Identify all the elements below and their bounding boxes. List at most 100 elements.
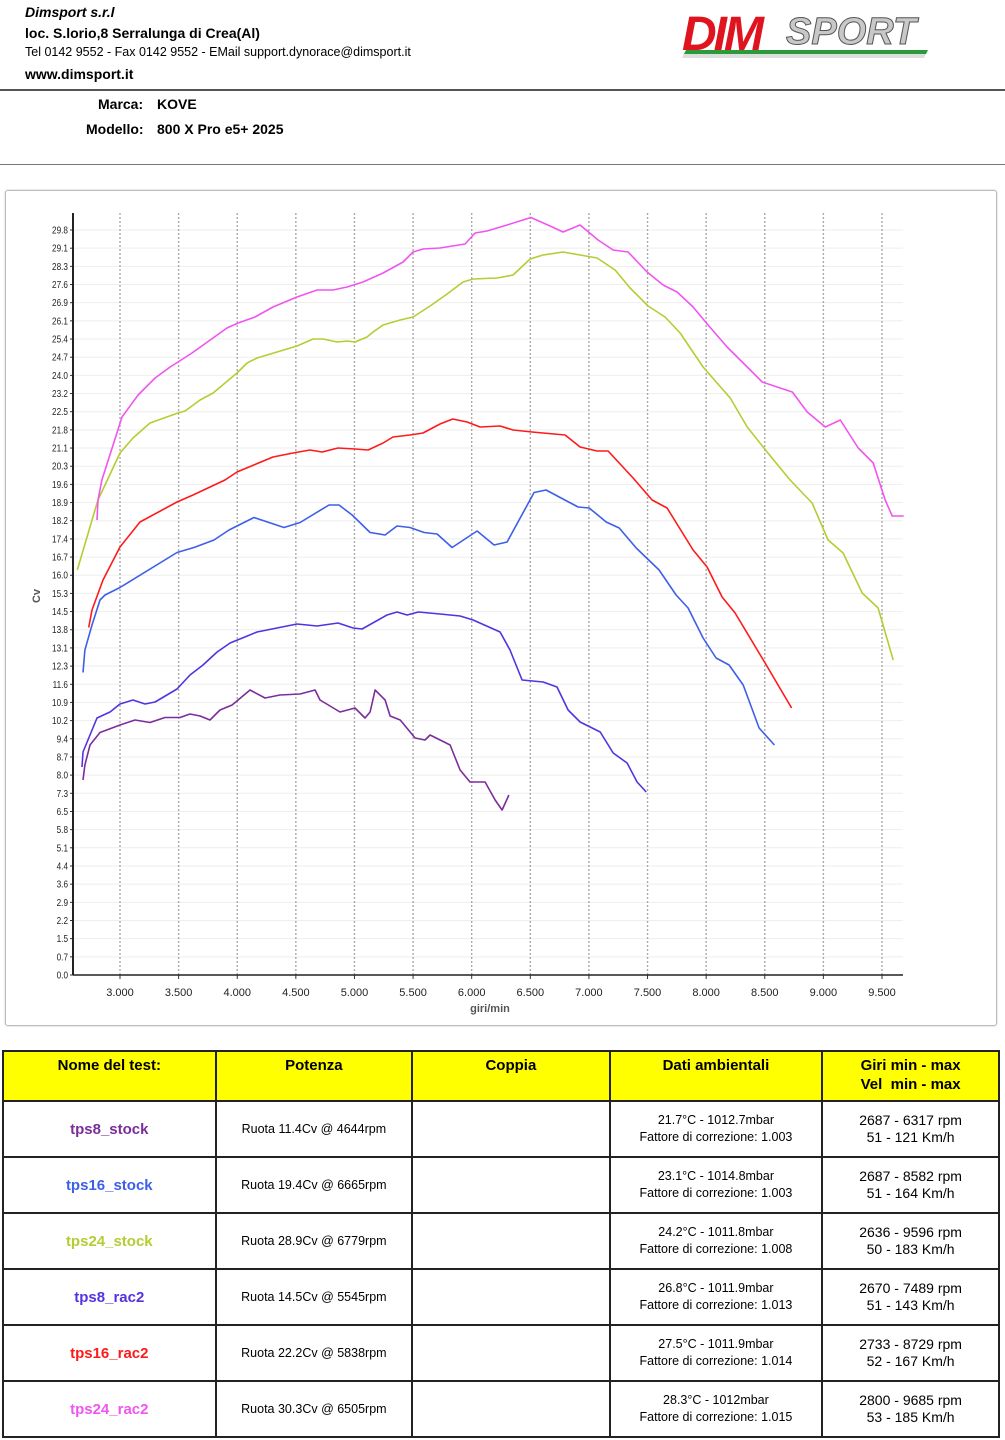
header-power: Potenza	[214, 1050, 414, 1102]
ambient-data: 26.8°C - 1011.9mbar Fattore di correzione…	[608, 1268, 824, 1326]
chart-frame	[5, 190, 997, 1026]
rpm-range: 2687 - 6317 rpm	[859, 1112, 962, 1128]
ambient-data: 23.1°C - 1014.8mbar Fattore di correzione…	[608, 1156, 824, 1214]
x-tick-label: 5.000	[341, 987, 369, 999]
ambient-data: 24.2°C - 1011.8mbar Fattore di correzione…	[608, 1212, 824, 1270]
dimsport-logo: DIM SPORT	[682, 8, 928, 61]
power-value: Ruota 28.9Cv @ 6779rpm	[214, 1212, 414, 1270]
ambient-data: 28.3°C - 1012mbar Fattore di correzione: …	[608, 1380, 824, 1438]
series-line-tps8-stock	[82, 689, 510, 811]
speed-range: 53 - 185 Km/h	[866, 1409, 955, 1425]
rpm-range: 2636 - 9596 rpm	[859, 1224, 962, 1240]
y-tick-label: 2.9	[57, 897, 68, 908]
company-website: www.dimsport.it	[25, 66, 134, 82]
rpm-speed-range: 2687 - 8582 rpm 51 - 164 Km/h	[821, 1156, 1000, 1214]
ambient-conditions: 23.1°C - 1014.8mbar	[657, 1169, 775, 1183]
torque-value	[411, 1212, 611, 1270]
rpm-range: 2800 - 9685 rpm	[859, 1392, 962, 1408]
rpm-range: 2733 - 8729 rpm	[859, 1336, 962, 1352]
power-chart: 0.0 0.7 1.5 2.2 2.9 3.6 4.4 5.1 5.8 6.5 7.3 8.0 8.7 9…	[52, 213, 904, 999]
y-tick-label: 20.3	[52, 461, 68, 472]
speed-range: 51 - 143 Km/h	[866, 1297, 955, 1313]
y-tick-label: 15.3	[52, 588, 68, 599]
rpm-speed-range: 2733 - 8729 rpm 52 - 167 Km/h	[821, 1324, 1000, 1382]
company-name: Dimsport s.r.l	[25, 4, 115, 20]
x-tick-label: 9.000	[810, 987, 838, 999]
ambient-conditions: 24.2°C - 1011.8mbar	[658, 1225, 774, 1239]
y-tick-label: 21.1	[52, 443, 68, 454]
y-tick-label: 19.6	[52, 479, 68, 490]
table-row: tps8_rac2 Ruota 14.5Cv @ 5545rpm 26.8°C - …	[2, 1268, 1000, 1326]
company-address: loc. S.lorio,8 Serralunga di Crea(Al)	[25, 25, 260, 41]
correction-factor: Fattore di correzione: 1.008	[639, 1242, 793, 1256]
y-tick-label: 18.9	[52, 497, 68, 508]
rpm-speed-range: 2800 - 9685 rpm 53 - 185 Km/h	[821, 1380, 1000, 1438]
table-row: tps24_rac2 Ruota 30.3Cv @ 6505rpm 28.3°C -…	[2, 1380, 1000, 1438]
series-line-tps16-rac2	[87, 418, 793, 709]
rpm-range: 2670 - 7489 rpm	[859, 1280, 962, 1296]
x-tick-label: 8.000	[692, 987, 720, 999]
y-tick-label: 29.1	[52, 243, 68, 254]
correction-factor: Fattore di correzione: 1.003	[639, 1130, 793, 1144]
y-tick-label: 10.9	[52, 697, 68, 708]
power-value: Ruota 14.5Cv @ 5545rpm	[214, 1268, 414, 1326]
ambient-conditions: 26.8°C - 1011.9mbar	[658, 1281, 774, 1295]
y-axis-label: Cv	[31, 588, 44, 604]
x-tick-label: 4.000	[223, 987, 251, 999]
series-line-tps16-stock	[82, 489, 775, 746]
ambient-conditions: 27.5°C - 1011.9mbar	[658, 1337, 774, 1351]
y-tick-label: 29.8	[52, 225, 68, 236]
test-name: tps16_rac2	[2, 1324, 217, 1382]
power-value: Ruota 30.3Cv @ 6505rpm	[214, 1380, 414, 1438]
test-name: tps8_stock	[2, 1100, 217, 1158]
header-divider	[0, 89, 1005, 91]
y-tick-label: 9.4	[57, 734, 68, 745]
x-tick-label: 5.500	[399, 987, 427, 999]
header-ambient: Dati ambientali	[608, 1050, 824, 1102]
y-tick-label: 5.1	[57, 843, 68, 854]
x-tick-label: 9.500	[868, 987, 896, 999]
x-tick-label: 7.500	[634, 987, 662, 999]
speed-range: 50 - 183 Km/h	[866, 1241, 955, 1257]
y-tick-label: 1.5	[57, 933, 68, 944]
y-tick-label: 4.4	[57, 861, 68, 872]
y-tick-label: 8.7	[57, 752, 68, 763]
speed-range: 52 - 167 Km/h	[866, 1353, 955, 1369]
y-tick-label: 0.0	[57, 970, 68, 981]
model-label: Modello:	[86, 121, 144, 137]
model-value: 800 X Pro e5+ 2025	[157, 121, 284, 137]
y-tick-label: 26.9	[52, 297, 68, 308]
y-tick-label: 14.5	[52, 606, 68, 617]
y-tick-label: 18.2	[52, 515, 68, 526]
y-tick-label: 26.1	[52, 316, 68, 327]
test-name: tps24_stock	[2, 1212, 217, 1270]
y-tick-label: 28.3	[52, 261, 68, 272]
speed-range: 51 - 164 Km/h	[866, 1185, 955, 1201]
company-contacts: Tel 0142 9552 - Fax 0142 9552 - EMail su…	[25, 45, 411, 59]
header-rpm: Giri min - max	[860, 1057, 961, 1074]
table-header-row: Nome del test: Potenza Coppia Dati ambie…	[2, 1050, 1000, 1102]
y-tick-label: 8.0	[57, 770, 68, 781]
test-name: tps24_rac2	[2, 1380, 217, 1438]
series-line-tps8-rac2	[81, 611, 647, 793]
y-tick-label: 11.6	[53, 679, 68, 690]
torque-value	[411, 1100, 611, 1158]
torque-value	[411, 1380, 611, 1438]
table-row: tps16_stock Ruota 19.4Cv @ 6665rpm 23.1°C …	[2, 1156, 1000, 1214]
x-tick-label: 3.500	[165, 987, 193, 999]
y-tick-label: 16.0	[52, 570, 68, 581]
x-tick-label: 8.500	[751, 987, 779, 999]
header-rpm-speed: Giri min - max Vel min - max	[821, 1050, 1000, 1102]
y-tick-label: 12.3	[52, 661, 68, 672]
torque-value	[411, 1268, 611, 1326]
vehicle-divider	[0, 164, 1005, 165]
x-tick-label: 7.000	[575, 987, 603, 999]
test-name: tps16_stock	[2, 1156, 217, 1214]
x-tick-label: 6.000	[458, 987, 486, 999]
rpm-speed-range: 2670 - 7489 rpm 51 - 143 Km/h	[821, 1268, 1000, 1326]
y-tick-label: 0.7	[57, 952, 68, 963]
y-tick-label: 5.8	[57, 824, 68, 835]
x-axis-label: giri/min	[470, 1003, 510, 1015]
y-tick-label: 24.0	[52, 370, 68, 381]
correction-factor: Fattore di correzione: 1.014	[639, 1354, 793, 1368]
